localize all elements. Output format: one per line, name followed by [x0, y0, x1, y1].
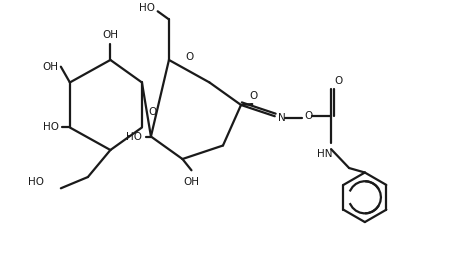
Text: O: O	[335, 76, 343, 86]
Text: HO: HO	[28, 177, 44, 186]
Text: OH: OH	[102, 30, 118, 40]
Text: OH: OH	[43, 62, 59, 72]
Text: N: N	[278, 112, 286, 123]
Text: O: O	[304, 111, 312, 121]
Text: HN: HN	[316, 149, 332, 159]
Text: O: O	[149, 107, 157, 117]
Text: HO: HO	[140, 3, 156, 13]
Text: O: O	[249, 91, 258, 101]
Text: O: O	[185, 52, 193, 62]
Text: OH: OH	[184, 177, 200, 187]
Text: HO: HO	[43, 123, 59, 132]
Text: HO: HO	[126, 132, 142, 141]
